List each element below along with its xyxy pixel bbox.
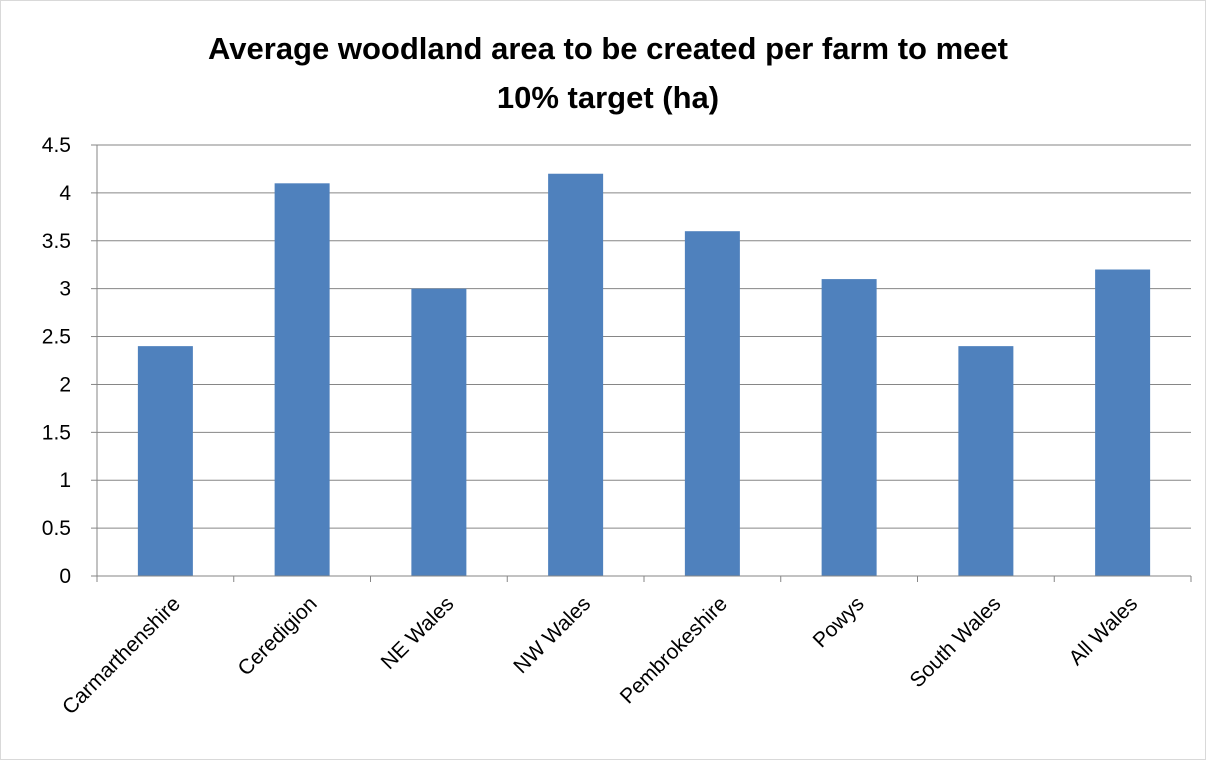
x-axis-category-labels: Carmarthenshire Ceredigion NE Wales NW Wale…	[58, 592, 1142, 719]
bar	[821, 279, 877, 576]
y-tick-label: 3.5	[42, 230, 71, 253]
y-tick-label: 4.5	[42, 134, 71, 157]
y-tick-label: 2.5	[42, 326, 71, 349]
y-tick-label: 1.5	[42, 421, 71, 444]
y-tick-label: 2	[59, 373, 71, 396]
y-axis-tick-labels: 0 0.5 1 1.5 2 2.5 3 3.5 4 4.5	[42, 134, 72, 588]
y-tick-label: 0	[59, 565, 71, 588]
x-category-label: NE Wales	[377, 592, 459, 674]
chart-title-line-2: 10% target (ha)	[497, 80, 719, 115]
bar	[137, 346, 193, 576]
x-category-label: Pembrokeshire	[616, 592, 732, 708]
x-category-label: NW Wales	[509, 592, 595, 678]
bar	[274, 183, 330, 577]
bar	[958, 346, 1014, 576]
bar	[548, 173, 604, 576]
bars	[137, 173, 1151, 577]
y-tick-label: 3	[59, 278, 71, 301]
x-category-label: Carmarthenshire	[58, 592, 185, 719]
bar	[411, 288, 467, 576]
bar	[684, 231, 740, 576]
x-category-label: All Wales	[1065, 592, 1143, 670]
chart-title: Average woodland area to be created per …	[208, 31, 1008, 115]
axes	[91, 144, 1192, 582]
x-category-label: South Wales	[906, 592, 1006, 692]
bar	[1095, 269, 1151, 576]
y-tick-label: 4	[59, 182, 71, 205]
gridlines	[97, 144, 1191, 529]
y-tick-label: 0.5	[42, 517, 71, 540]
x-category-label: Powys	[809, 592, 869, 652]
chart-title-line-1: Average woodland area to be created per …	[208, 31, 1008, 66]
x-category-label: Ceredigion	[234, 592, 322, 680]
y-tick-label: 1	[59, 469, 71, 492]
